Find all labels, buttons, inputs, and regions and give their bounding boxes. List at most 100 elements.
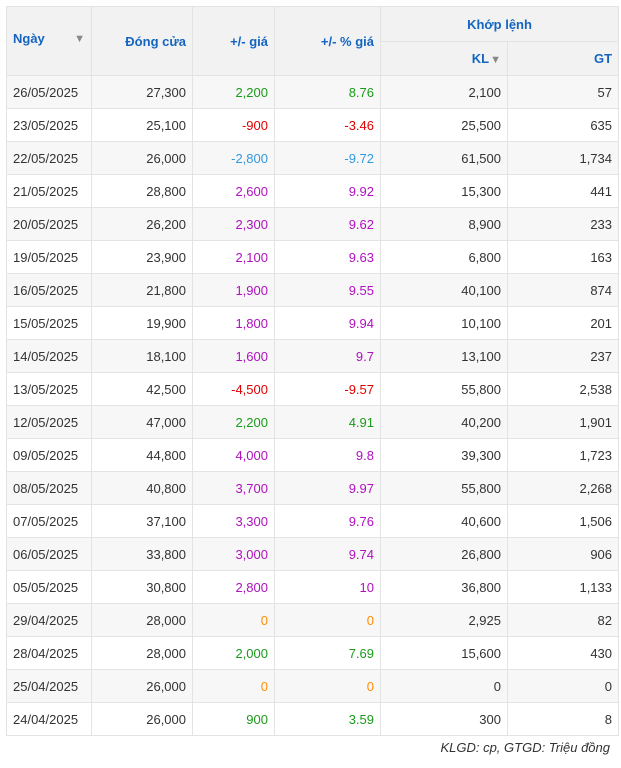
cell-volume: 25,500	[380, 108, 508, 142]
table-body: 26/05/2025 27,300 2,200 8.76 2,100 57 23/05/20…	[6, 75, 620, 736]
header-close[interactable]: Đóng cửa	[91, 6, 193, 76]
cell-change: 2,600	[192, 174, 275, 208]
cell-date: 24/04/2025	[6, 702, 92, 736]
cell-volume: 61,500	[380, 141, 508, 175]
cell-value: 635	[506, 108, 620, 142]
cell-close: 26,200	[91, 207, 193, 241]
table-row: 08/05/2025 40,800 3,700 9.97 55,800 2,268	[6, 471, 620, 505]
cell-change-pct: 9.63	[274, 240, 381, 274]
table-row: 26/05/2025 27,300 2,200 8.76 2,100 57	[6, 75, 620, 109]
cell-change-pct: -9.72	[274, 141, 381, 175]
sort-down-icon[interactable]: ▼	[74, 33, 85, 45]
cell-change: 1,900	[192, 273, 275, 307]
cell-change-pct: 9.94	[274, 306, 381, 340]
table-row: 23/05/2025 25,100 -900 -3.46 25,500 635	[6, 108, 620, 142]
cell-change: 0	[192, 603, 275, 637]
cell-close: 26,000	[91, 702, 193, 736]
sort-down-icon[interactable]: ▼	[490, 54, 501, 66]
cell-change: 2,300	[192, 207, 275, 241]
cell-date: 28/04/2025	[6, 636, 92, 670]
cell-close: 23,900	[91, 240, 193, 274]
cell-change-pct: -9.57	[274, 372, 381, 406]
cell-value: 0	[506, 669, 620, 703]
header-match-group: Khớp lệnh	[379, 6, 620, 42]
cell-change: 1,800	[192, 306, 275, 340]
cell-volume: 40,200	[380, 405, 508, 439]
cell-volume: 55,800	[380, 471, 508, 505]
header-date-label: Ngày	[13, 31, 45, 46]
cell-volume: 40,100	[380, 273, 508, 307]
table-row: 12/05/2025 47,000 2,200 4.91 40,200 1,901	[6, 405, 620, 439]
header-date[interactable]: Ngày ▼	[6, 6, 92, 76]
cell-value: 8	[506, 702, 620, 736]
header-volume[interactable]: KL▼	[380, 41, 508, 76]
header-value[interactable]: GT	[506, 41, 620, 76]
cell-volume: 36,800	[380, 570, 508, 604]
cell-change-pct: 9.92	[274, 174, 381, 208]
cell-volume: 8,900	[380, 207, 508, 241]
cell-date: 14/05/2025	[6, 339, 92, 373]
cell-date: 06/05/2025	[6, 537, 92, 571]
cell-value: 1,723	[506, 438, 620, 472]
cell-close: 47,000	[91, 405, 193, 439]
cell-change-pct: 3.59	[274, 702, 381, 736]
cell-value: 1,506	[506, 504, 620, 538]
price-history-table: Ngày ▼ Đóng cửa +/- giá +/- % giá Khớp l…	[6, 6, 620, 736]
cell-change-pct: 9.55	[274, 273, 381, 307]
cell-change-pct: 8.76	[274, 75, 381, 109]
cell-change-pct: 9.8	[274, 438, 381, 472]
cell-volume: 39,300	[380, 438, 508, 472]
cell-close: 33,800	[91, 537, 193, 571]
cell-volume: 10,100	[380, 306, 508, 340]
cell-close: 28,000	[91, 603, 193, 637]
cell-date: 16/05/2025	[6, 273, 92, 307]
cell-date: 15/05/2025	[6, 306, 92, 340]
cell-change-pct: 9.97	[274, 471, 381, 505]
header-change[interactable]: +/- giá	[192, 6, 275, 76]
cell-date: 19/05/2025	[6, 240, 92, 274]
cell-close: 18,100	[91, 339, 193, 373]
cell-close: 30,800	[91, 570, 193, 604]
cell-value: 233	[506, 207, 620, 241]
cell-value: 82	[506, 603, 620, 637]
cell-date: 12/05/2025	[6, 405, 92, 439]
cell-date: 13/05/2025	[6, 372, 92, 406]
cell-value: 441	[506, 174, 620, 208]
cell-value: 2,268	[506, 471, 620, 505]
table-row: 24/04/2025 26,000 900 3.59 300 8	[6, 702, 620, 736]
cell-close: 28,800	[91, 174, 193, 208]
cell-value: 163	[506, 240, 620, 274]
table-row: 21/05/2025 28,800 2,600 9.92 15,300 441	[6, 174, 620, 208]
cell-date: 29/04/2025	[6, 603, 92, 637]
table-row: 15/05/2025 19,900 1,800 9.94 10,100 201	[6, 306, 620, 340]
footnote: KLGD: cp, GTGD: Triệu đồng	[440, 740, 610, 755]
cell-date: 26/05/2025	[6, 75, 92, 109]
cell-change: -900	[192, 108, 275, 142]
cell-value: 201	[506, 306, 620, 340]
cell-change: 3,000	[192, 537, 275, 571]
price-history-panel: Ngày ▼ Đóng cửa +/- giá +/- % giá Khớp l…	[6, 6, 620, 736]
cell-value: 57	[506, 75, 620, 109]
cell-date: 05/05/2025	[6, 570, 92, 604]
cell-value: 874	[506, 273, 620, 307]
cell-date: 23/05/2025	[6, 108, 92, 142]
table-row: 29/04/2025 28,000 0 0 2,925 82	[6, 603, 620, 637]
cell-close: 28,000	[91, 636, 193, 670]
cell-close: 26,000	[91, 141, 193, 175]
cell-change: 1,600	[192, 339, 275, 373]
cell-volume: 26,800	[380, 537, 508, 571]
cell-close: 26,000	[91, 669, 193, 703]
cell-value: 1,133	[506, 570, 620, 604]
cell-change-pct: 4.91	[274, 405, 381, 439]
cell-change-pct: 7.69	[274, 636, 381, 670]
cell-volume: 15,600	[380, 636, 508, 670]
cell-change: 4,000	[192, 438, 275, 472]
table-row: 28/04/2025 28,000 2,000 7.69 15,600 430	[6, 636, 620, 670]
table-row: 07/05/2025 37,100 3,300 9.76 40,600 1,506	[6, 504, 620, 538]
cell-date: 07/05/2025	[6, 504, 92, 538]
cell-volume: 2,100	[380, 75, 508, 109]
header-change-pct[interactable]: +/- % giá	[274, 6, 381, 76]
cell-value: 1,734	[506, 141, 620, 175]
cell-value: 2,538	[506, 372, 620, 406]
cell-volume: 0	[380, 669, 508, 703]
